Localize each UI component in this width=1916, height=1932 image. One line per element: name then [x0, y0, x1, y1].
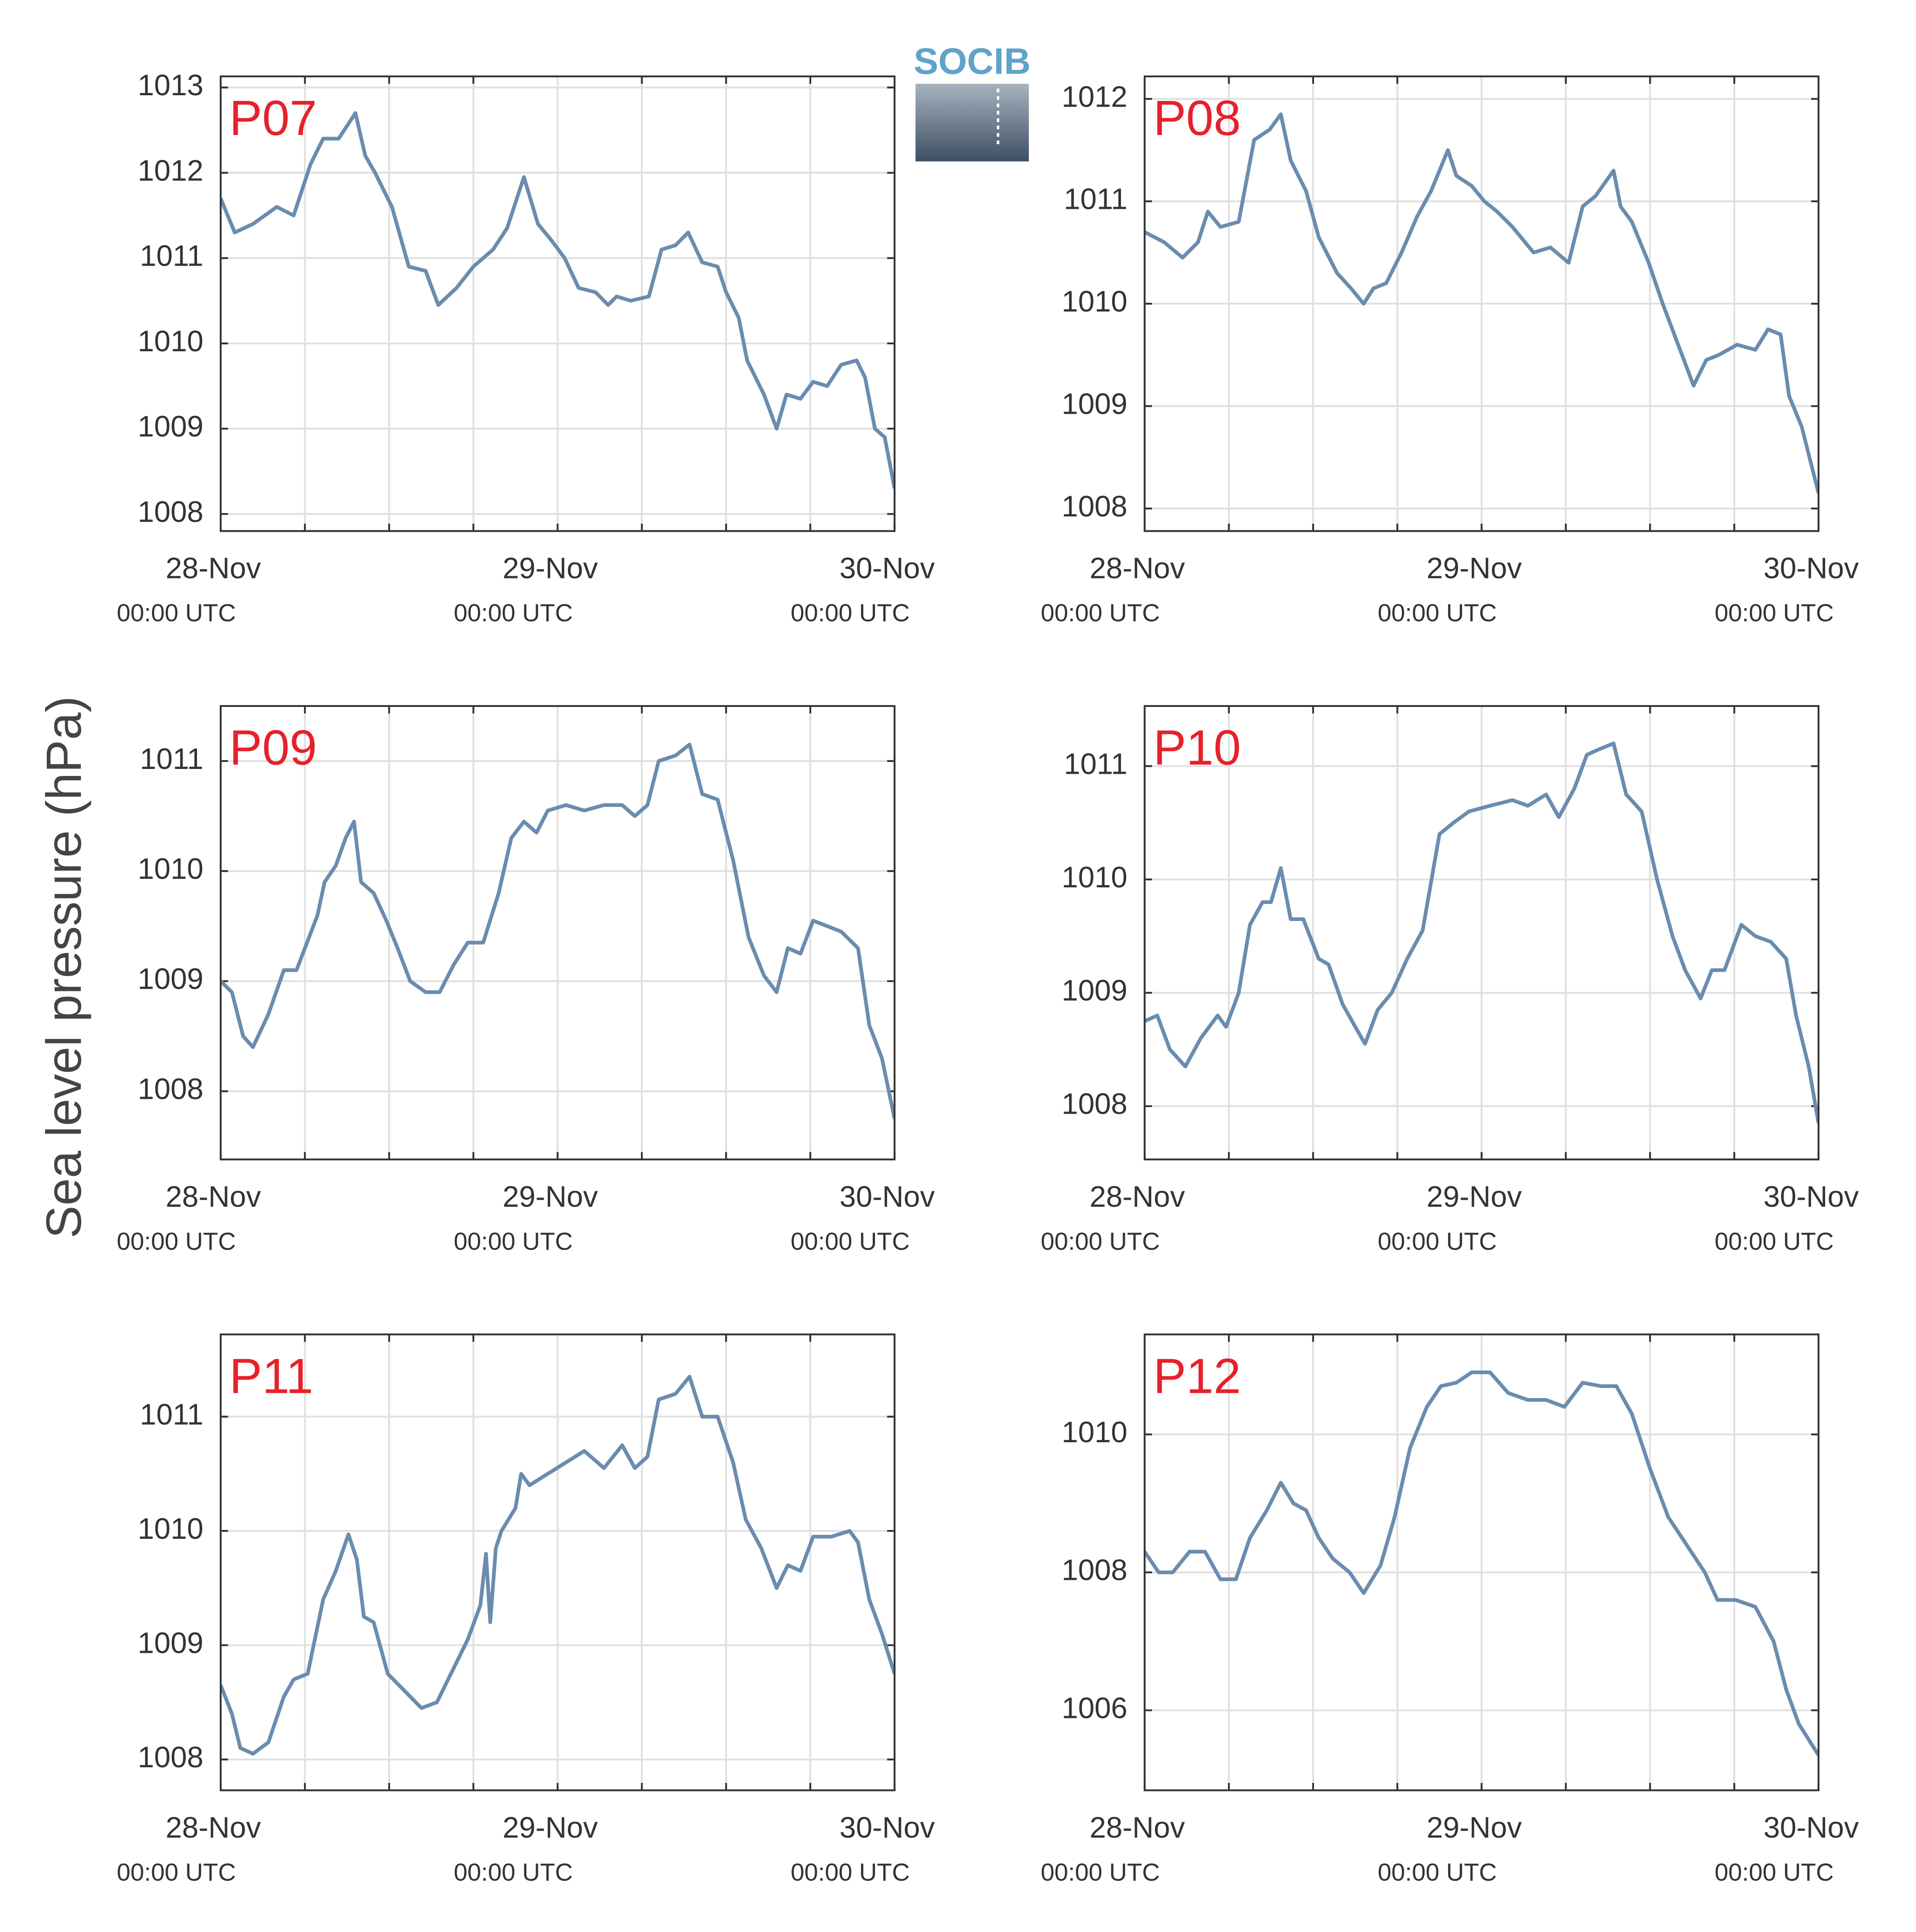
x-tick-sublabel: 00:00 UTC — [791, 1227, 910, 1255]
y-axis-label: Sea level pressure (hPa) — [36, 696, 91, 1238]
y-tick-label: 1010 — [1062, 861, 1127, 894]
x-tick-sublabel: 00:00 UTC — [1378, 1227, 1497, 1255]
x-tick-label: 28-Nov — [1089, 1181, 1185, 1213]
y-tick-label: 1008 — [1062, 1088, 1127, 1121]
x-tick-label: 30-Nov — [840, 1811, 935, 1844]
x-tick-label: 30-Nov — [840, 1181, 935, 1213]
x-tick-label: 29-Nov — [1427, 1181, 1522, 1213]
panel: 1006 1008 1010 28-Nov 00:00 UTC 29-Nov 00:00 U… — [1041, 1333, 1859, 1886]
y-tick-label: 1011 — [140, 743, 204, 776]
y-tick-label: 1010 — [1062, 1416, 1127, 1449]
series — [221, 111, 895, 489]
y-tick-label: 1011 — [140, 240, 204, 273]
x-tick-sublabel: 00:00 UTC — [117, 599, 236, 627]
panel: 1008 1009 1010 1011 28-Nov 00:00 UTC 29-Nov 00:… — [117, 1333, 935, 1886]
x-tick-sublabel: 00:00 UTC — [1378, 599, 1497, 627]
y-tick-label: 1011 — [1064, 183, 1127, 216]
panel: 1008 1009 1010 1011 1012 28-Nov 00:00 UTC 29-No… — [1041, 75, 1859, 627]
x-tick-label: 28-Nov — [166, 1811, 261, 1844]
x-tick-label: 29-Nov — [1427, 1811, 1522, 1844]
y-tick-label: 1008 — [138, 495, 204, 528]
plot-frame — [220, 705, 896, 1160]
y-tick-label: 1010 — [1062, 285, 1127, 318]
x-tick-sublabel: 00:00 UTC — [1715, 599, 1834, 627]
plot-frame — [1144, 75, 1819, 532]
x-tick-sublabel: 00:00 UTC — [117, 1227, 236, 1255]
x-tick-sublabel: 00:00 UTC — [117, 1858, 236, 1886]
panel-title: P08 — [1153, 90, 1241, 145]
panel-title: P12 — [1153, 1348, 1241, 1403]
x-tick-label: 30-Nov — [1764, 552, 1859, 585]
data-line — [221, 742, 895, 1119]
x-tick-sublabel: 00:00 UTC — [1041, 1227, 1160, 1255]
x-tick-label: 28-Nov — [1089, 1811, 1185, 1844]
panel-title: P10 — [1153, 720, 1241, 775]
panel: 1008 1009 1010 1011 28-Nov 00:00 UTC 29-Nov 00:… — [117, 705, 935, 1255]
data-line — [1145, 1370, 1819, 1756]
data-line — [1145, 112, 1819, 494]
plot-frame — [1144, 705, 1819, 1160]
data-line — [221, 111, 895, 489]
y-tick-label: 1011 — [140, 1398, 204, 1431]
y-tick-label: 1010 — [138, 325, 204, 358]
x-tick-label: 29-Nov — [502, 552, 598, 585]
x-tick-sublabel: 00:00 UTC — [1715, 1227, 1834, 1255]
data-line — [1145, 741, 1819, 1124]
y-tick-label: 1008 — [1062, 490, 1127, 523]
y-tick-label: 1012 — [138, 154, 204, 187]
x-tick-sublabel: 00:00 UTC — [1378, 1858, 1497, 1886]
plot-frame — [220, 75, 896, 532]
y-tick-label: 1009 — [1062, 388, 1127, 420]
x-tick-sublabel: 00:00 UTC — [1041, 599, 1160, 627]
y-tick-label: 1009 — [1062, 974, 1127, 1007]
x-tick-label: 28-Nov — [166, 1181, 261, 1213]
y-tick-label: 1006 — [1062, 1692, 1127, 1724]
series — [221, 742, 895, 1119]
x-tick-label: 30-Nov — [1764, 1811, 1859, 1844]
y-tick-label: 1009 — [138, 963, 204, 996]
panel: 1008 1009 1010 1011 1012 1013 28-Nov 00:00 UTC 2… — [117, 69, 935, 627]
series — [1145, 1370, 1819, 1756]
panel: 1008 1009 1010 1011 28-Nov 00:00 UTC 29-Nov 00:… — [1041, 705, 1859, 1255]
y-tick-label: 1009 — [138, 1627, 204, 1659]
y-tick-label: 1008 — [138, 1073, 204, 1105]
y-tick-label: 1009 — [138, 410, 204, 443]
panel-title: P09 — [229, 720, 317, 775]
series — [221, 1375, 895, 1756]
y-tick-label: 1013 — [138, 69, 204, 102]
x-tick-sublabel: 00:00 UTC — [454, 1858, 573, 1886]
plot-frame — [1144, 1333, 1819, 1791]
x-tick-sublabel: 00:00 UTC — [454, 1227, 573, 1255]
panel-title: P11 — [229, 1348, 313, 1403]
x-tick-label: 30-Nov — [1764, 1181, 1859, 1213]
x-tick-label: 28-Nov — [1089, 552, 1185, 585]
y-tick-label: 1010 — [138, 1513, 204, 1545]
logo-text: SOCIB — [913, 40, 1031, 82]
x-tick-label: 29-Nov — [1427, 552, 1522, 585]
x-tick-sublabel: 00:00 UTC — [454, 599, 573, 627]
y-tick-label: 1011 — [1064, 748, 1127, 780]
series — [1145, 112, 1819, 494]
x-tick-label: 28-Nov — [166, 552, 261, 585]
y-tick-label: 1008 — [1062, 1554, 1127, 1587]
x-tick-sublabel: 00:00 UTC — [791, 1858, 910, 1886]
x-tick-label: 30-Nov — [840, 552, 935, 585]
series — [1145, 741, 1819, 1124]
plot-frame — [220, 1333, 896, 1791]
y-tick-label: 1008 — [138, 1741, 204, 1774]
x-tick-sublabel: 00:00 UTC — [1041, 1858, 1160, 1886]
y-tick-label: 1012 — [1062, 80, 1127, 113]
data-line — [221, 1375, 895, 1756]
x-tick-label: 29-Nov — [502, 1811, 598, 1844]
x-tick-label: 29-Nov — [502, 1181, 598, 1213]
y-tick-label: 1010 — [138, 853, 204, 886]
logo: SOCIB — [913, 40, 1031, 162]
x-tick-sublabel: 00:00 UTC — [1715, 1858, 1834, 1886]
x-tick-sublabel: 00:00 UTC — [791, 599, 910, 627]
logo-block — [915, 83, 1029, 162]
panel-title: P07 — [229, 90, 317, 145]
